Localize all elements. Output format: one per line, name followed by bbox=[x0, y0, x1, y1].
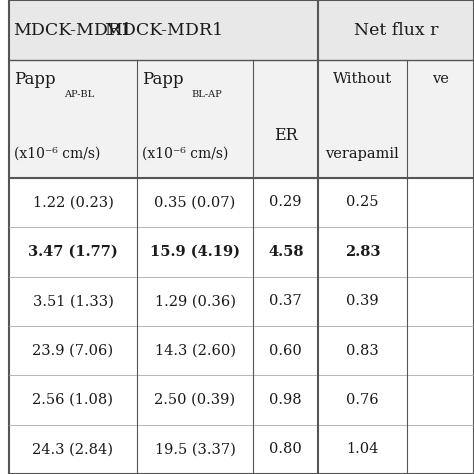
Text: MDCK-MDR1: MDCK-MDR1 bbox=[104, 22, 223, 38]
Text: 0.39: 0.39 bbox=[346, 294, 379, 308]
Text: Papp: Papp bbox=[142, 71, 183, 88]
Text: (x10⁻⁶ cm/s): (x10⁻⁶ cm/s) bbox=[14, 147, 100, 161]
Text: 2.56 (1.08): 2.56 (1.08) bbox=[33, 393, 113, 407]
Text: Net flux r: Net flux r bbox=[354, 22, 438, 38]
Text: 4.58: 4.58 bbox=[268, 245, 303, 259]
Text: 3.47 (1.77): 3.47 (1.77) bbox=[28, 245, 118, 259]
Text: 19.5 (3.37): 19.5 (3.37) bbox=[155, 442, 236, 456]
Text: 15.9 (4.19): 15.9 (4.19) bbox=[150, 245, 240, 259]
Text: MDCK-MDR1: MDCK-MDR1 bbox=[13, 22, 133, 38]
Text: 14.3 (2.60): 14.3 (2.60) bbox=[155, 344, 236, 357]
Text: 0.25: 0.25 bbox=[346, 195, 379, 210]
Text: 0.98: 0.98 bbox=[269, 393, 302, 407]
Text: 2.83: 2.83 bbox=[345, 245, 380, 259]
Text: verapamil: verapamil bbox=[326, 147, 399, 161]
Text: 2.50 (0.39): 2.50 (0.39) bbox=[155, 393, 236, 407]
Text: Without: Without bbox=[333, 72, 392, 86]
Text: 0.60: 0.60 bbox=[269, 344, 302, 357]
Text: 1.29 (0.36): 1.29 (0.36) bbox=[155, 294, 236, 308]
Text: ER: ER bbox=[274, 127, 298, 144]
Text: Papp: Papp bbox=[14, 71, 55, 88]
Text: 0.37: 0.37 bbox=[269, 294, 302, 308]
Text: 24.3 (2.84): 24.3 (2.84) bbox=[33, 442, 113, 456]
Text: 0.80: 0.80 bbox=[269, 442, 302, 456]
Text: 23.9 (7.06): 23.9 (7.06) bbox=[32, 344, 114, 357]
Text: (x10⁻⁶ cm/s): (x10⁻⁶ cm/s) bbox=[142, 147, 228, 161]
Text: 1.22 (0.23): 1.22 (0.23) bbox=[33, 195, 113, 210]
Text: ve: ve bbox=[432, 72, 449, 86]
Text: 0.29: 0.29 bbox=[269, 195, 302, 210]
Text: AP-BL: AP-BL bbox=[64, 90, 94, 99]
Text: 0.35 (0.07): 0.35 (0.07) bbox=[155, 195, 236, 210]
Text: 1.04: 1.04 bbox=[346, 442, 379, 456]
Text: 0.83: 0.83 bbox=[346, 344, 379, 357]
Text: 0.76: 0.76 bbox=[346, 393, 379, 407]
Text: 3.51 (1.33): 3.51 (1.33) bbox=[33, 294, 113, 308]
Text: BL-AP: BL-AP bbox=[192, 90, 222, 99]
